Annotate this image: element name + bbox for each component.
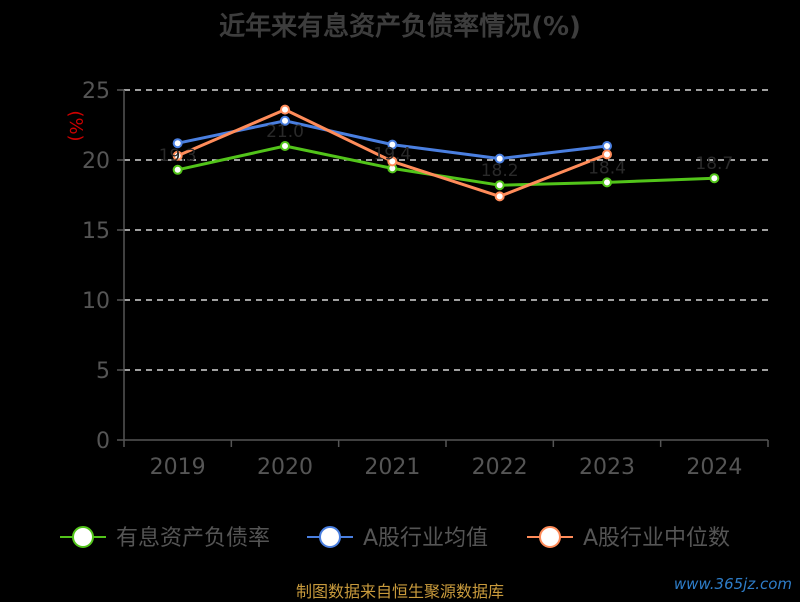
legend-swatch-marker [539, 526, 561, 548]
y-axis-label: (%) [65, 110, 86, 141]
data-point [494, 153, 505, 164]
y-tick-label: 5 [96, 359, 110, 384]
data-point [387, 156, 398, 167]
x-tick-label: 2021 [364, 455, 420, 480]
y-tick-label: 10 [82, 289, 110, 314]
data-label: 19.3 [159, 146, 197, 166]
y-tick-label: 25 [82, 79, 110, 104]
axes: 0 5 10 15 20 25 (%) 2019 2020 2021 2022 2023 2024 [65, 79, 769, 480]
legend-label: A股行业中位数 [583, 526, 730, 551]
x-tick-label: 2023 [579, 455, 635, 480]
chart-title: 近年来有息资产负债率情况(%) [219, 12, 581, 42]
x-tick-label: 2024 [686, 455, 742, 480]
data-point [280, 104, 290, 115]
watermark: www.365jz.com [673, 575, 792, 593]
data-point [172, 138, 183, 149]
x-tick-label: 2019 [150, 455, 206, 480]
data-point [602, 177, 612, 188]
y-tick-label: 20 [82, 149, 110, 174]
x-tick-label: 2020 [257, 455, 313, 480]
legend-item: A股行业中位数 [527, 526, 730, 551]
legend-label: A股行业均值 [363, 526, 488, 551]
data-labels: 19.3 21.0 19.4 18.2 18.4 18.7 [159, 122, 734, 181]
series-line-0 [177, 144, 715, 187]
data-point [387, 139, 398, 150]
data-label: 18.2 [481, 161, 519, 181]
legend-swatch-marker [319, 526, 341, 548]
data-source-note: 制图数据来自恒生聚源数据库 [295, 582, 504, 601]
series-lines [172, 104, 720, 202]
data-point [494, 191, 505, 202]
legend-swatch-marker [72, 526, 94, 548]
y-tick-label: 15 [82, 219, 110, 244]
grid-lines [124, 89, 768, 371]
data-label: 21.0 [266, 122, 304, 142]
legend-label: 有息资产负债率 [116, 526, 270, 551]
data-point [280, 115, 290, 126]
data-point [602, 141, 612, 151]
x-tick-label: 2022 [472, 455, 528, 480]
data-label: 19.4 [373, 144, 411, 164]
data-label: 18.4 [588, 158, 626, 178]
data-point [602, 149, 612, 160]
y-tick-label: 0 [96, 429, 110, 454]
legend: 有息资产负债率 A股行业均值 A股行业中位数 [60, 526, 730, 551]
legend-item: 有息资产负债率 [60, 526, 270, 551]
data-point [172, 164, 183, 175]
data-point [280, 141, 290, 151]
legend-item: A股行业均值 [307, 526, 488, 551]
data-point [709, 173, 720, 184]
data-point [172, 150, 183, 161]
data-label: 18.7 [695, 154, 733, 174]
data-point [494, 180, 505, 191]
